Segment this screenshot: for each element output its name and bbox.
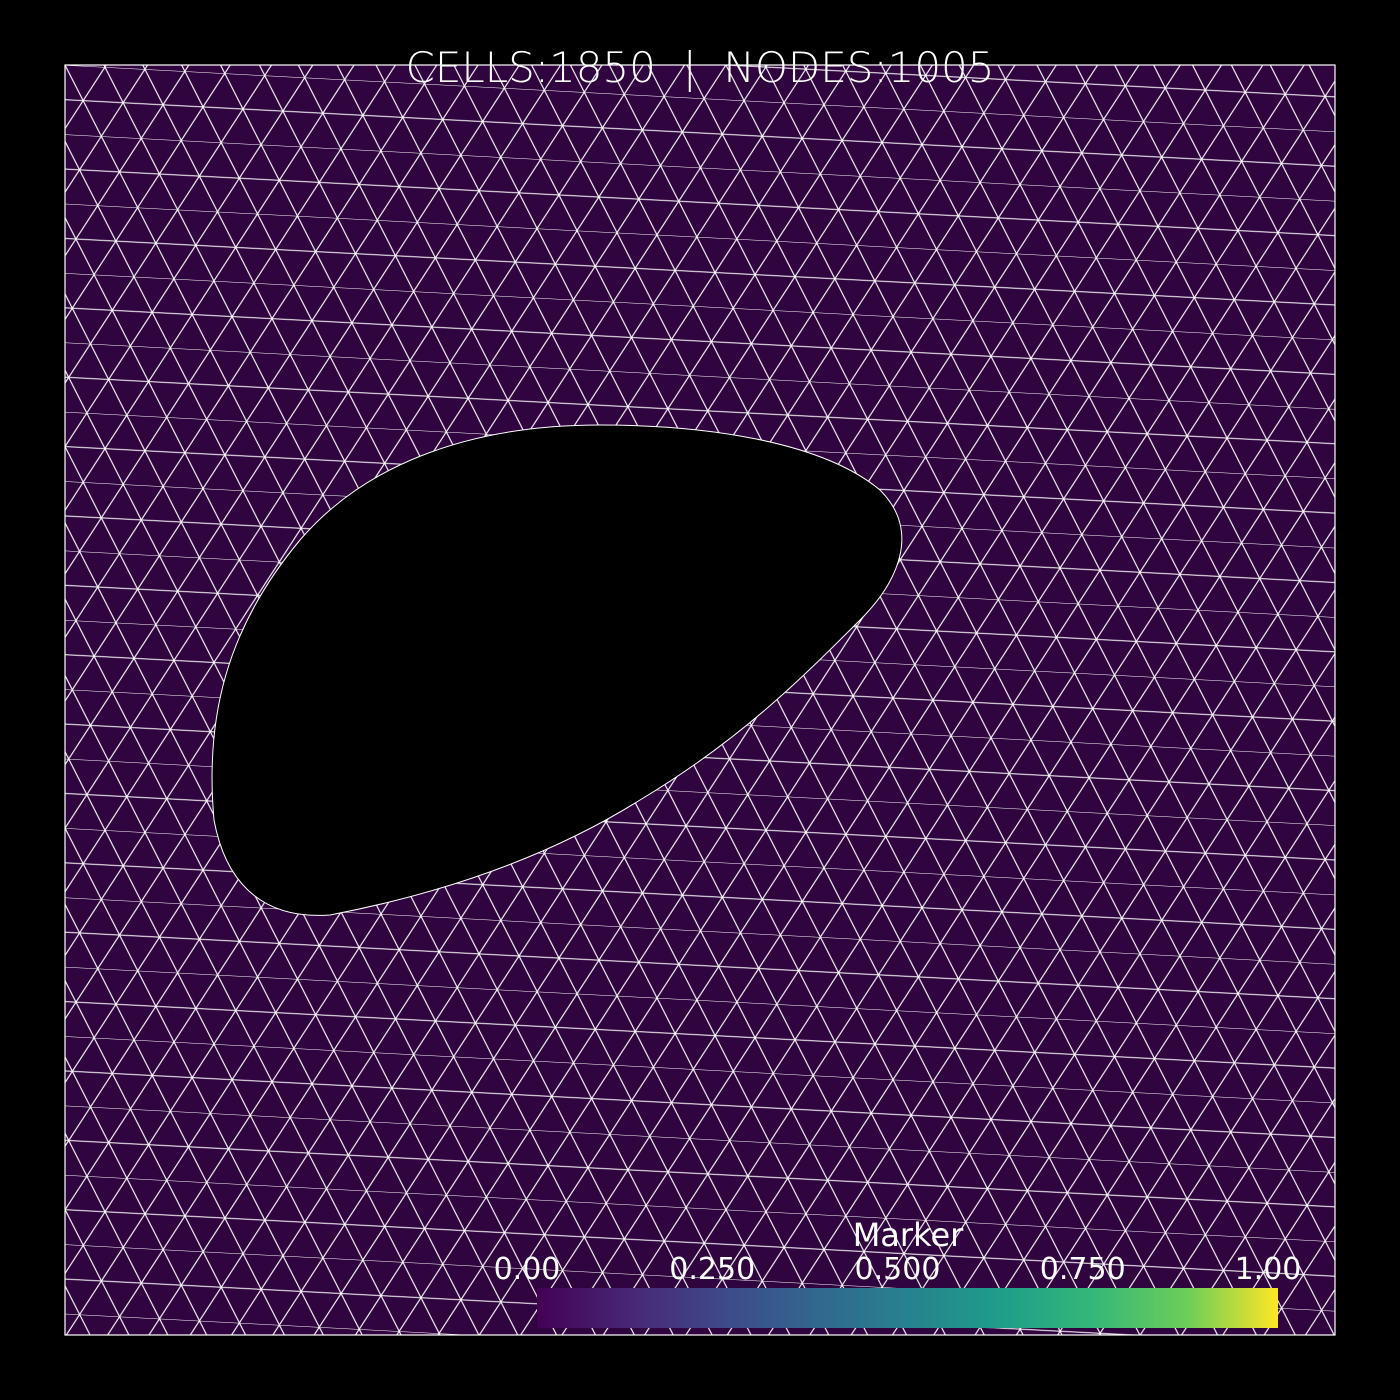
colorbar-tick-label: 0.750	[1040, 1252, 1126, 1287]
colorbar-tick-label: 0.500	[855, 1252, 941, 1287]
colorbar	[537, 1288, 1278, 1328]
mesh-border	[64, 64, 1336, 1336]
hole	[211, 424, 903, 916]
colorbar-tick-label: 0.250	[669, 1252, 755, 1287]
colorbar-title: Marker	[853, 1216, 964, 1254]
colorbar-tick-label: 1.00	[1235, 1252, 1302, 1287]
colorbar-tick-label: 0.00	[494, 1252, 561, 1287]
title: CELLS:1850 | NODES:1005	[406, 43, 995, 92]
